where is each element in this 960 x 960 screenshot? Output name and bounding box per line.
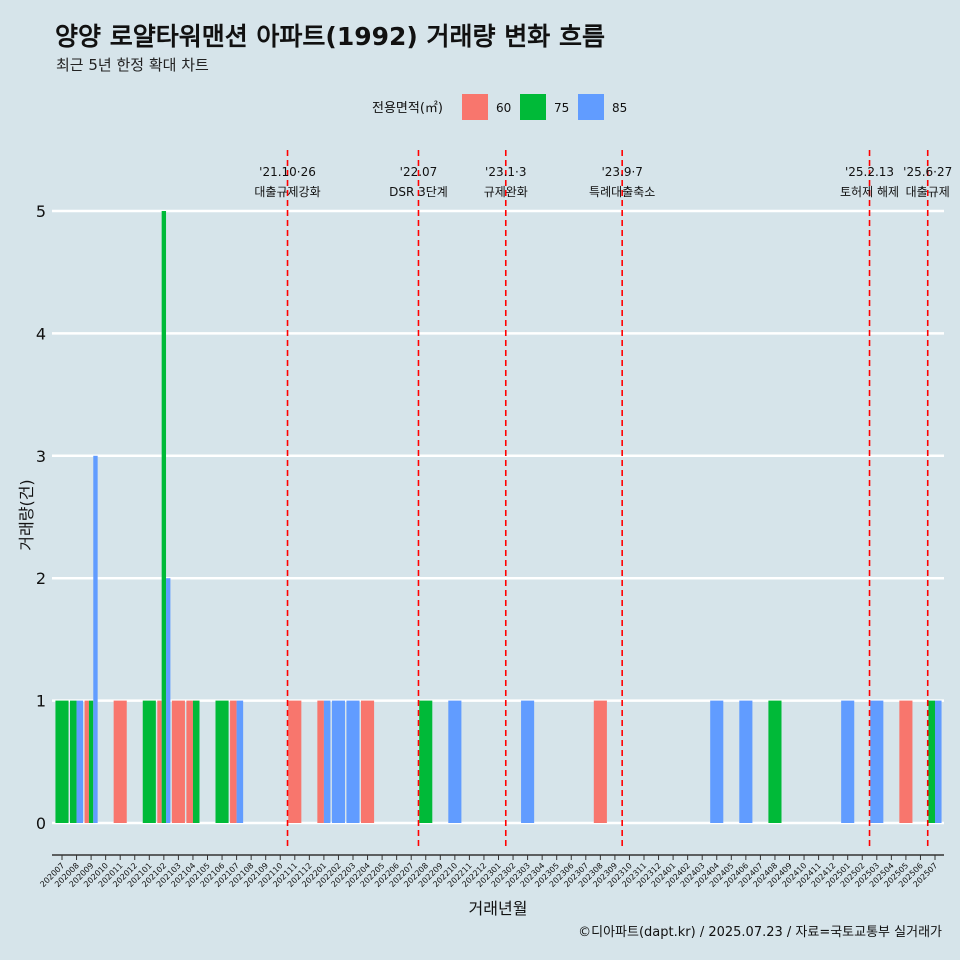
legend-label-60: 60: [496, 101, 511, 115]
x-axis-title: 거래년월: [469, 899, 528, 918]
bar-202008-75: [70, 700, 77, 823]
y-tick-label: 3: [36, 447, 46, 466]
bar-202507-85: [935, 700, 942, 823]
legend-swatch-75: [520, 94, 546, 120]
legend-swatch-85: [578, 94, 604, 120]
event-date: '25.6·27: [903, 165, 952, 179]
event-label: DSR 3단계: [389, 185, 448, 199]
event-label: 특례대출축소: [589, 185, 655, 199]
bar-202102-85: [166, 578, 171, 823]
bar-202308-60: [593, 700, 607, 823]
bar-202303-85: [521, 700, 535, 823]
chart-subtitle: 최근 5년 한정 확대 차트: [56, 56, 209, 74]
bar-202107-60: [230, 700, 237, 823]
bar-202406-85: [739, 700, 753, 823]
bar-202408-75: [768, 700, 782, 823]
source-credit: ©디아파트(dapt.kr) / 2025.07.23 / 자료=국토교통부 실…: [578, 925, 942, 940]
bar-202201-85: [323, 700, 331, 823]
y-tick-label: 2: [36, 569, 46, 588]
event-date: '23.1·3: [485, 165, 526, 179]
bar-202204-60: [361, 700, 375, 823]
bar-202505-60: [899, 700, 913, 823]
event-label: 대출규제강화: [254, 185, 320, 199]
y-tick-label: 4: [36, 324, 46, 343]
bar-202009-75: [88, 700, 94, 823]
bar-202104-75: [192, 700, 200, 823]
bar-202103-60: [171, 700, 185, 823]
bars: [55, 211, 942, 823]
legend: 전용면적(㎡) 60 75 85: [372, 94, 627, 120]
legend-label-75: 75: [554, 101, 569, 115]
bar-202501-85: [841, 700, 855, 823]
gridlines: [52, 209, 944, 825]
bar-202111-60: [288, 700, 302, 823]
event-date: '21.10·26: [259, 165, 316, 179]
bar-202203-85: [346, 700, 360, 823]
bar-202007-75: [55, 700, 69, 823]
bar-202011-60: [113, 700, 127, 823]
bar-202106-75: [215, 700, 229, 823]
bar-202102-60: [157, 700, 162, 823]
legend-label-85: 85: [612, 101, 627, 115]
bar-202104-60: [186, 700, 193, 823]
y-tick-label: 1: [36, 692, 46, 711]
bar-202210-85: [448, 700, 462, 823]
annotations: '21.10·26 대출규제강화 '22.07 DSR 3단계 '23.1·3 규제완화 '…: [254, 150, 952, 850]
event-label: 토허제 해제: [840, 185, 899, 199]
bar-202404-85: [710, 700, 724, 823]
bar-202202-85: [331, 700, 345, 823]
legend-title: 전용면적(㎡): [372, 101, 443, 116]
bar-202503-85: [870, 700, 884, 823]
bar-202009-60: [84, 700, 89, 823]
event-date: '25.2.13: [845, 165, 894, 179]
bar-202101-75: [142, 700, 156, 823]
y-axis-title: 거래량(건): [17, 479, 36, 550]
chart-title: 양양 로얄타워맨션 아파트(1992) 거래량 변화 흐름: [55, 22, 605, 51]
bar-202201-60: [317, 700, 324, 823]
bar-202009-85: [93, 455, 98, 823]
event-date: '23.9·7: [601, 165, 642, 179]
legend-swatch-60: [462, 94, 488, 120]
bar-202107-85: [236, 700, 244, 823]
bar-202102-75: [161, 211, 167, 823]
event-label: 대출규제: [906, 185, 950, 199]
bar-202008-85: [76, 700, 84, 823]
event-label: 규제완화: [484, 185, 528, 199]
y-tick-label: 0: [36, 814, 46, 833]
bar-202208-75: [419, 700, 433, 823]
y-tick-label: 5: [36, 202, 46, 221]
event-date: '22.07: [400, 165, 438, 179]
bar-202507-75: [928, 700, 935, 823]
